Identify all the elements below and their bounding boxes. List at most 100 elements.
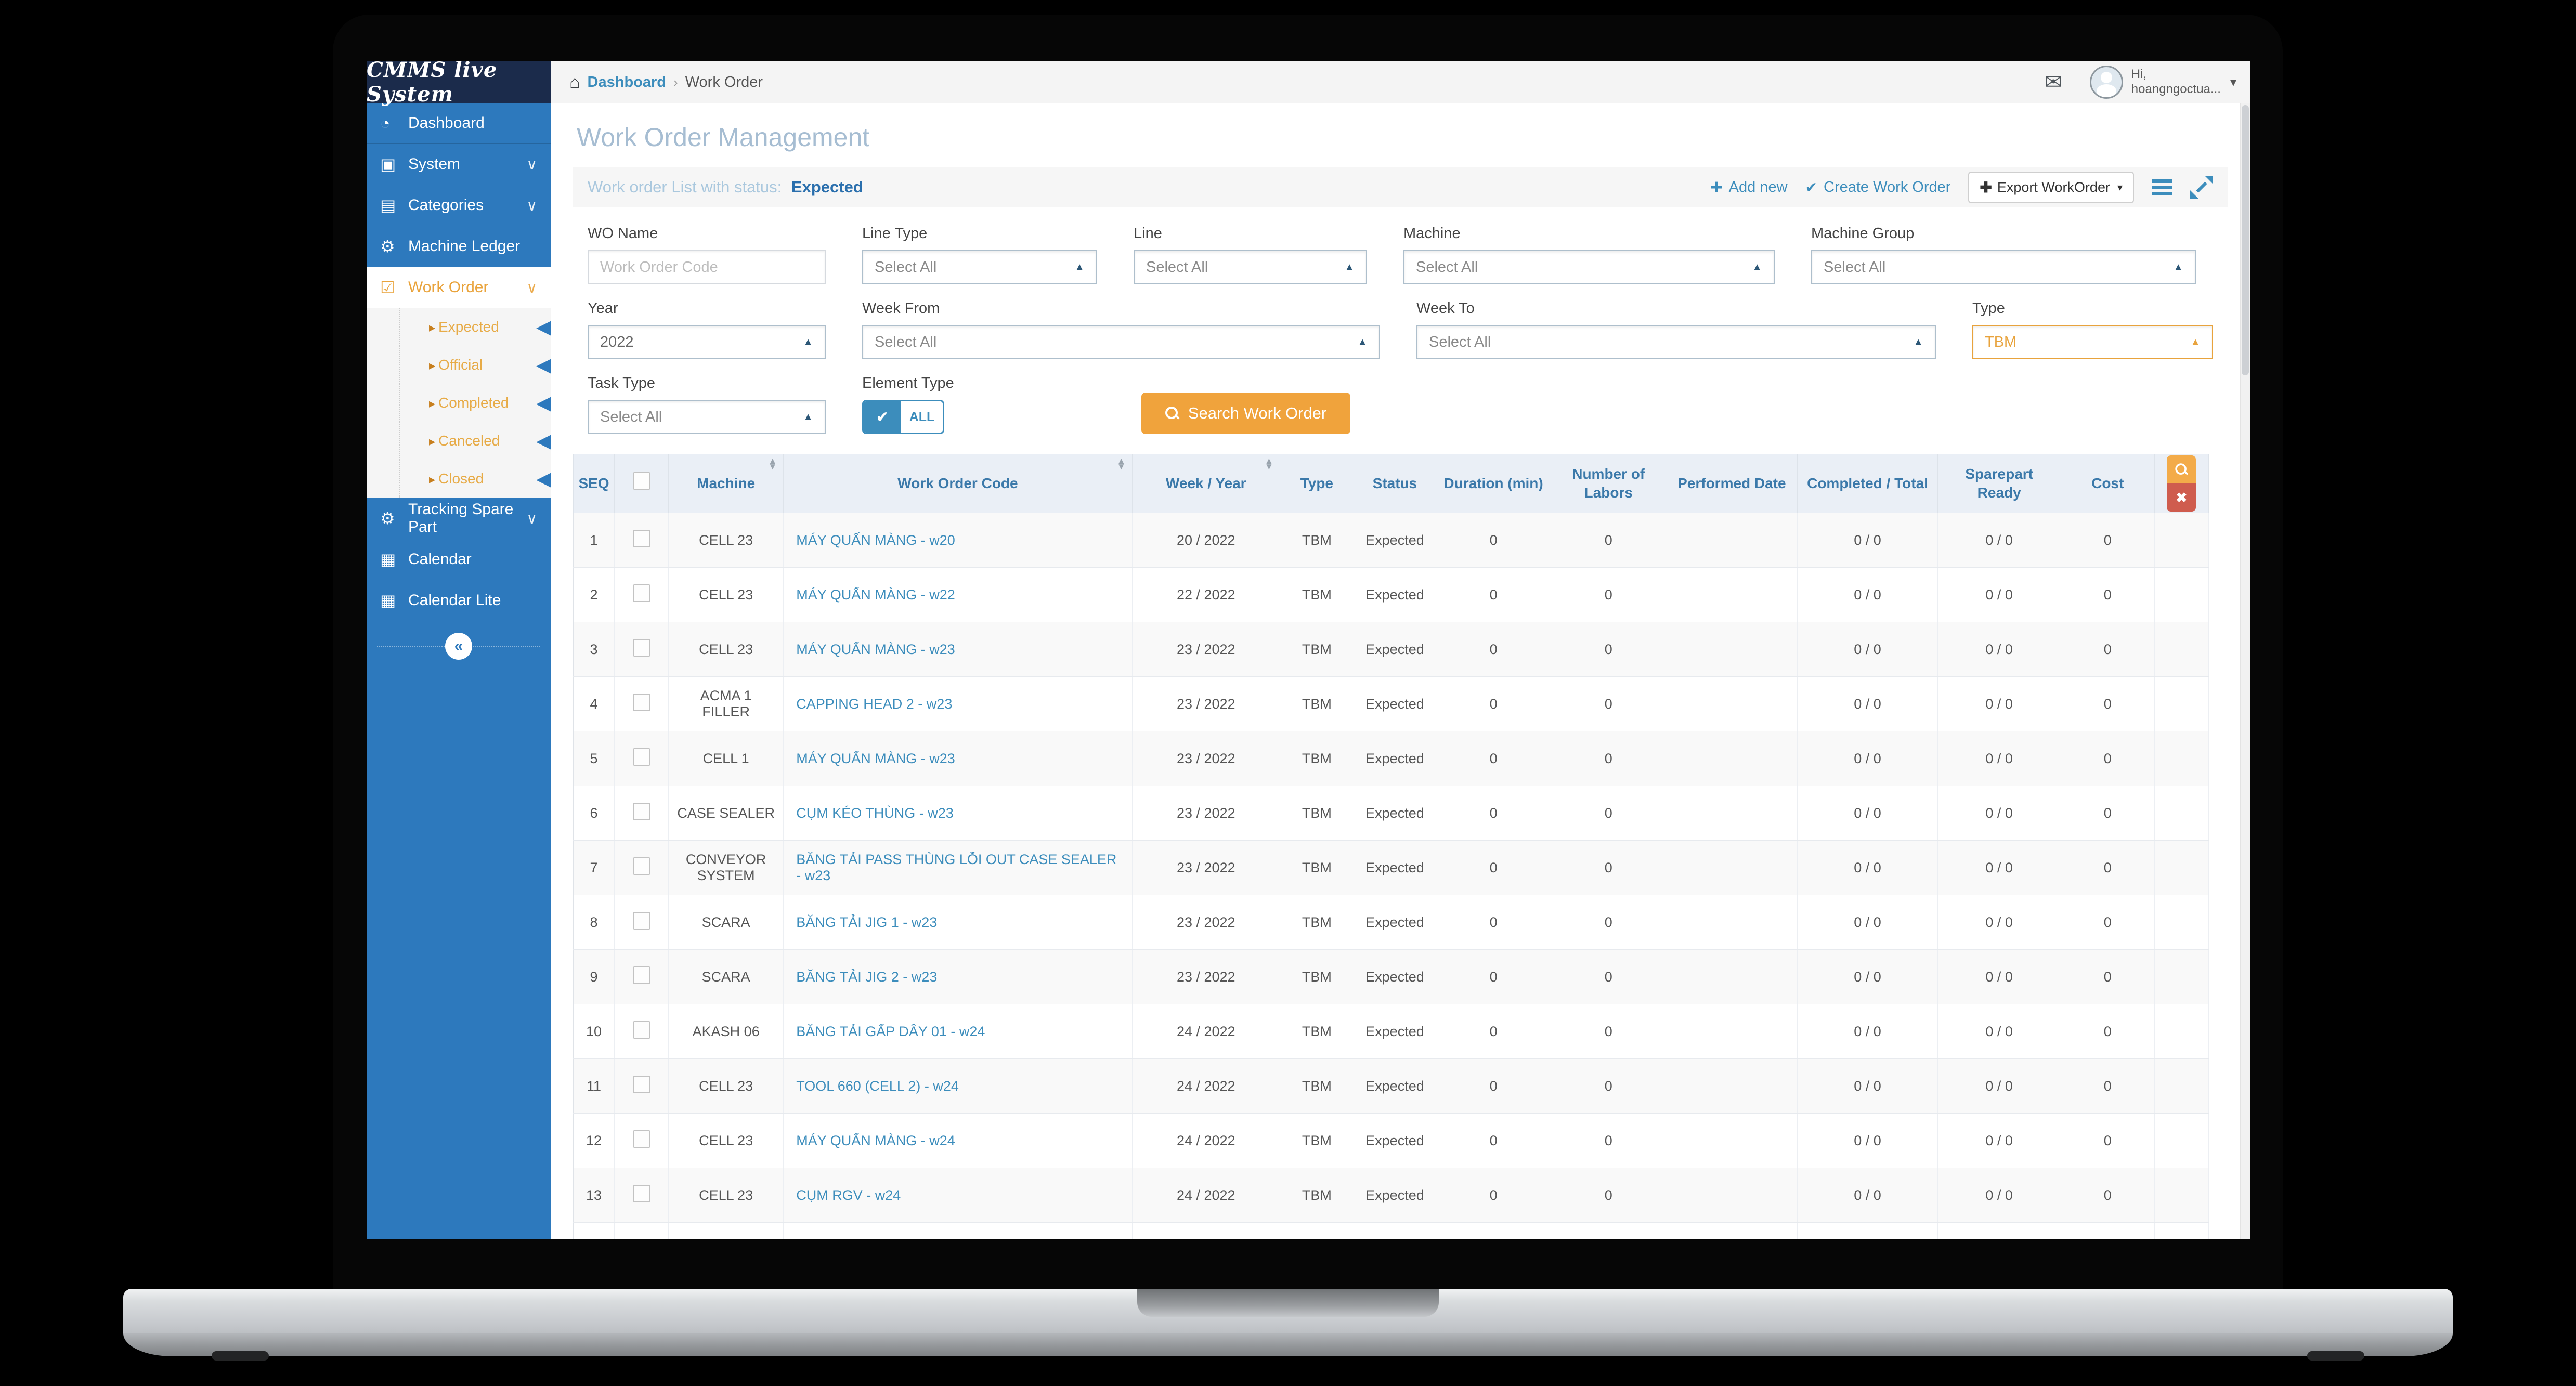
plus-icon: ✚ bbox=[1710, 179, 1723, 195]
chevron-down-icon: ▾ bbox=[2117, 181, 2123, 193]
vertical-scrollbar[interactable] bbox=[2240, 103, 2250, 1239]
col-week-year[interactable]: Week / Year ▲ ▼ bbox=[1131, 454, 1280, 513]
breadcrumb-dashboard-link[interactable]: Dashboard bbox=[587, 73, 667, 90]
cell-labors: 0 bbox=[1551, 949, 1667, 1004]
col-labors[interactable]: Number of Labors bbox=[1551, 454, 1667, 513]
sidebar-item[interactable]: Official bbox=[367, 346, 551, 384]
col-sparepart-ready[interactable]: Sparepart Ready bbox=[1937, 454, 2061, 513]
col-cost[interactable]: Cost bbox=[2060, 454, 2155, 513]
row-checkbox[interactable] bbox=[632, 966, 650, 984]
cell-actions bbox=[2154, 1168, 2209, 1223]
chevron-down-icon: ▾ bbox=[2230, 75, 2236, 89]
cell-cost: 0 bbox=[2061, 1113, 2155, 1168]
create-work-order-button[interactable]: ✔ Create Work Order bbox=[1805, 179, 1951, 196]
list-view-icon[interactable] bbox=[2152, 179, 2172, 183]
wo-name-input[interactable] bbox=[588, 250, 826, 284]
machine-select[interactable]: Select All ▲ bbox=[1403, 250, 1775, 284]
type-select[interactable]: TBM ▲ bbox=[1972, 325, 2213, 359]
user-menu[interactable]: Hi, hoangngoctua... ▾ bbox=[2075, 61, 2250, 103]
work-order-link[interactable]: BĂNG TẢI JIG 2 - w23 bbox=[796, 969, 938, 985]
search-work-order-button[interactable]: Search Work Order bbox=[1141, 393, 1351, 434]
machine-label: Machine bbox=[1403, 225, 1461, 242]
row-checkbox[interactable] bbox=[632, 529, 650, 547]
table-clear-button[interactable]: ✖ bbox=[2167, 483, 2196, 512]
row-checkbox[interactable] bbox=[632, 1021, 650, 1039]
col-machine[interactable]: Machine ▲ ▼ bbox=[668, 454, 784, 513]
work-order-link[interactable]: CỤM RGV - w24 bbox=[796, 1187, 901, 1203]
sidebar-collapse-button[interactable] bbox=[445, 633, 472, 660]
sidebar-item[interactable]: Expected bbox=[367, 308, 551, 346]
cell-cost: 0 bbox=[2061, 513, 2155, 568]
col-work-order-code[interactable]: Work Order Code ▲ ▼ bbox=[783, 454, 1133, 513]
cell-status: Expected bbox=[1354, 786, 1437, 841]
week-from-select[interactable]: Select All ▲ bbox=[862, 325, 1380, 359]
sidebar-item[interactable]: ▦ Calendar Lite bbox=[367, 580, 551, 621]
col-performed-date[interactable]: Performed Date bbox=[1666, 454, 1798, 513]
machine-group-select[interactable]: Select All ▲ bbox=[1811, 250, 2196, 284]
select-all-checkbox[interactable] bbox=[632, 472, 650, 490]
cell-machine: CELL 23 bbox=[668, 513, 784, 568]
cell-status: Expected bbox=[1354, 731, 1437, 786]
expand-icon[interactable] bbox=[2190, 176, 2213, 199]
row-checkbox[interactable] bbox=[633, 1239, 650, 1240]
line-value: Select All bbox=[1146, 258, 1208, 276]
work-order-link[interactable]: CAPPING HEAD 2 - w23 bbox=[796, 696, 953, 712]
row-checkbox[interactable] bbox=[632, 911, 650, 930]
cell-week-year: 23 / 2022 bbox=[1132, 731, 1280, 786]
sidebar-item[interactable]: Canceled bbox=[367, 422, 551, 460]
row-checkbox[interactable] bbox=[632, 1130, 650, 1148]
work-order-link[interactable]: BĂNG TẢI PASS THÙNG LỖI OUT CASE SEALER … bbox=[796, 852, 1117, 883]
messages-button[interactable]: ✉ bbox=[2031, 61, 2076, 103]
line-label: Line bbox=[1134, 225, 1162, 242]
sidebar-item[interactable]: ▦ Calendar bbox=[367, 539, 551, 580]
cell-completed-total: 0 / 0 bbox=[1797, 1058, 1938, 1114]
cell-type: TBM bbox=[1280, 949, 1354, 1004]
filter-type: Type TBM ▲ bbox=[1972, 300, 2213, 359]
work-order-link[interactable]: MÁY QUẤN MÀNG - w24 bbox=[796, 1132, 955, 1148]
line-type-select[interactable]: Select All ▲ bbox=[862, 250, 1097, 284]
sidebar-item[interactable]: ▤ Categories bbox=[367, 185, 551, 226]
work-order-link[interactable]: MÁY QUẤN MÀNG - w20 bbox=[796, 532, 955, 548]
sidebar-item[interactable]: Closed bbox=[367, 460, 551, 498]
create-work-order-label: Create Work Order bbox=[1824, 178, 1951, 195]
work-order-link[interactable]: CỤM KÉO THÙNG - w23 bbox=[796, 805, 954, 821]
work-order-link[interactable]: BĂNG TẢI GẤP DÂY 01 - w24 bbox=[796, 1023, 985, 1039]
cell-actions bbox=[2154, 622, 2209, 677]
col-status[interactable]: Status bbox=[1353, 454, 1437, 513]
filter-element-type: Element Type ✔ ALL bbox=[862, 375, 954, 434]
line-select[interactable]: Select All ▲ bbox=[1134, 250, 1367, 284]
work-order-link[interactable]: TOOL 660 (CELL 2) - w24 bbox=[796, 1078, 959, 1094]
col-seq[interactable]: SEQ bbox=[573, 454, 615, 513]
row-checkbox[interactable] bbox=[632, 748, 650, 766]
col-duration[interactable]: Duration (min) bbox=[1436, 454, 1552, 513]
task-type-select[interactable]: Select All ▲ bbox=[588, 400, 826, 434]
element-type-toggle[interactable]: ✔ ALL bbox=[862, 400, 944, 434]
table-search-button[interactable] bbox=[2167, 455, 2196, 483]
cell-labors: 0 bbox=[1551, 840, 1667, 895]
add-new-button[interactable]: ✚ Add new bbox=[1710, 179, 1787, 196]
scrollbar-thumb[interactable] bbox=[2242, 105, 2249, 375]
row-checkbox[interactable] bbox=[632, 584, 650, 602]
work-order-link[interactable]: BĂNG TẢI JIG 1 - w23 bbox=[796, 914, 938, 930]
work-order-link[interactable]: MÁY QUẤN MÀNG - w23 bbox=[796, 750, 955, 766]
col-completed-total[interactable]: Completed / Total bbox=[1797, 454, 1938, 513]
sidebar-item[interactable]: ⚙ Machine Ledger bbox=[367, 226, 551, 267]
sidebar-item[interactable]: ◔ Dashboard bbox=[367, 103, 551, 144]
work-order-link[interactable]: MÁY QUẤN MÀNG - w22 bbox=[796, 586, 955, 603]
cell-labors: 0 bbox=[1551, 1168, 1667, 1223]
sidebar-item[interactable]: ▣ System bbox=[367, 144, 551, 185]
year-select[interactable]: 2022 ▲ bbox=[588, 325, 826, 359]
sidebar-item[interactable]: Completed bbox=[367, 384, 551, 422]
col-type[interactable]: Type bbox=[1279, 454, 1354, 513]
row-checkbox[interactable] bbox=[632, 638, 650, 657]
row-checkbox[interactable] bbox=[632, 802, 650, 820]
sidebar-item[interactable]: ☑ Work Order bbox=[367, 267, 551, 308]
row-checkbox[interactable] bbox=[632, 857, 650, 875]
row-checkbox[interactable] bbox=[632, 1184, 650, 1202]
export-workorder-button[interactable]: ✚ Export WorkOrder ▾ bbox=[1968, 171, 2134, 203]
row-checkbox[interactable] bbox=[632, 1075, 650, 1093]
week-to-select[interactable]: Select All ▲ bbox=[1416, 325, 1936, 359]
sidebar-item[interactable]: ⚙ Tracking Spare Part bbox=[367, 498, 551, 539]
row-checkbox[interactable] bbox=[632, 693, 650, 711]
work-order-link[interactable]: MÁY QUẤN MÀNG - w23 bbox=[796, 641, 955, 657]
